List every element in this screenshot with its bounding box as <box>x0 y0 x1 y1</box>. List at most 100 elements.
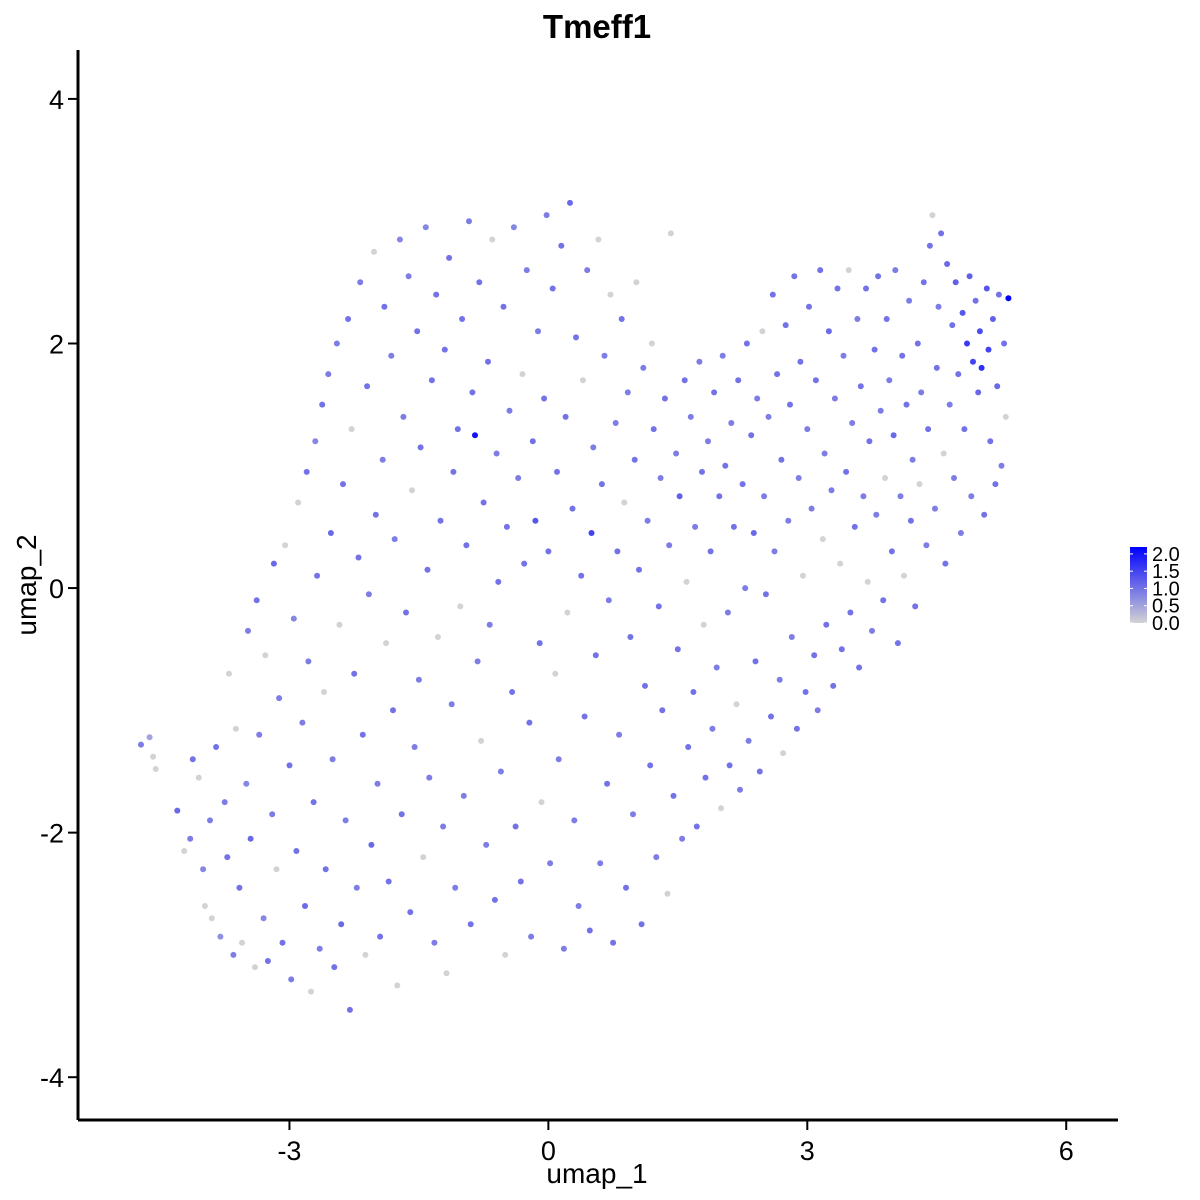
data-point <box>251 964 258 971</box>
data-point <box>673 450 680 457</box>
data-point <box>972 297 979 304</box>
data-point <box>446 254 453 261</box>
data-point <box>994 383 1001 390</box>
data-point <box>952 279 959 286</box>
data-point <box>506 407 513 414</box>
data-point <box>345 316 352 322</box>
y-axis: -4 -2 0 2 4 <box>40 50 80 1120</box>
data-point <box>787 401 793 408</box>
data-point <box>316 945 323 952</box>
data-point <box>788 634 795 640</box>
data-point <box>295 499 302 506</box>
data-point <box>699 468 705 475</box>
data-point <box>886 377 893 384</box>
data-point <box>547 860 554 867</box>
data-point <box>797 358 804 365</box>
data-point <box>871 346 878 353</box>
data-point <box>959 309 966 316</box>
data-point <box>407 909 414 916</box>
data-point <box>243 780 250 787</box>
data-point <box>856 664 863 671</box>
data-point <box>804 426 811 433</box>
data-point <box>224 854 231 861</box>
data-point <box>578 572 585 579</box>
data-point <box>340 481 346 488</box>
data-point <box>742 585 749 592</box>
data-point <box>825 328 832 335</box>
data-point <box>892 267 899 274</box>
data-point <box>480 499 487 506</box>
data-point <box>894 640 901 647</box>
data-point <box>890 432 897 439</box>
data-point <box>364 383 371 390</box>
data-point <box>388 352 395 359</box>
data-point <box>517 878 524 885</box>
data-point <box>519 371 526 378</box>
data-point <box>469 389 476 396</box>
data-point <box>381 303 388 310</box>
data-point <box>457 603 464 610</box>
data-point <box>355 554 362 561</box>
data-point <box>474 658 481 665</box>
data-point <box>398 811 405 818</box>
data-point <box>802 689 809 695</box>
data-point <box>466 218 472 225</box>
colorbar-tick-label: 0.5 <box>1152 596 1180 618</box>
data-point <box>512 823 519 830</box>
data-point <box>623 884 629 891</box>
data-point <box>674 646 681 653</box>
data-point <box>472 432 478 439</box>
data-point <box>966 273 973 280</box>
data-point <box>823 621 830 628</box>
data-point <box>282 542 289 549</box>
y-tick-label: -4 <box>40 1063 64 1093</box>
data-point <box>604 780 611 787</box>
data-point <box>614 548 621 555</box>
data-point <box>636 566 642 573</box>
data-point <box>627 634 634 640</box>
data-point <box>420 854 427 861</box>
data-point <box>854 316 861 322</box>
data-point <box>838 646 845 653</box>
data-point <box>655 603 662 610</box>
data-point <box>806 303 812 310</box>
data-point <box>909 456 916 463</box>
data-point <box>918 389 925 396</box>
data-point <box>745 737 752 744</box>
data-point <box>933 364 940 371</box>
data-point <box>200 866 207 873</box>
data-point <box>270 560 277 567</box>
data-point <box>607 291 614 298</box>
y-tick-label: 2 <box>49 329 64 359</box>
data-point <box>573 334 579 341</box>
data-point <box>253 597 260 604</box>
data-point <box>916 481 923 488</box>
data-point <box>880 597 887 604</box>
data-point <box>631 456 638 463</box>
data-point <box>152 766 159 772</box>
data-point <box>659 707 666 714</box>
data-point <box>670 792 677 799</box>
data-point <box>584 267 591 274</box>
data-point <box>935 303 942 310</box>
data-point <box>491 896 498 903</box>
data-point <box>795 475 802 481</box>
data-point <box>882 475 888 481</box>
data-point <box>633 279 640 286</box>
data-point <box>932 505 938 512</box>
data-point <box>521 560 528 567</box>
data-point <box>685 744 692 750</box>
data-point <box>897 493 904 500</box>
data-point <box>441 346 448 353</box>
data-point <box>495 578 502 585</box>
data-point <box>831 395 838 402</box>
data-point <box>707 548 714 555</box>
data-point <box>683 578 690 585</box>
data-point <box>819 536 826 543</box>
data-point <box>526 719 533 726</box>
data-point <box>150 753 157 760</box>
data-point <box>226 670 232 677</box>
data-point <box>782 322 789 329</box>
data-point <box>679 835 686 842</box>
data-point <box>450 468 457 475</box>
